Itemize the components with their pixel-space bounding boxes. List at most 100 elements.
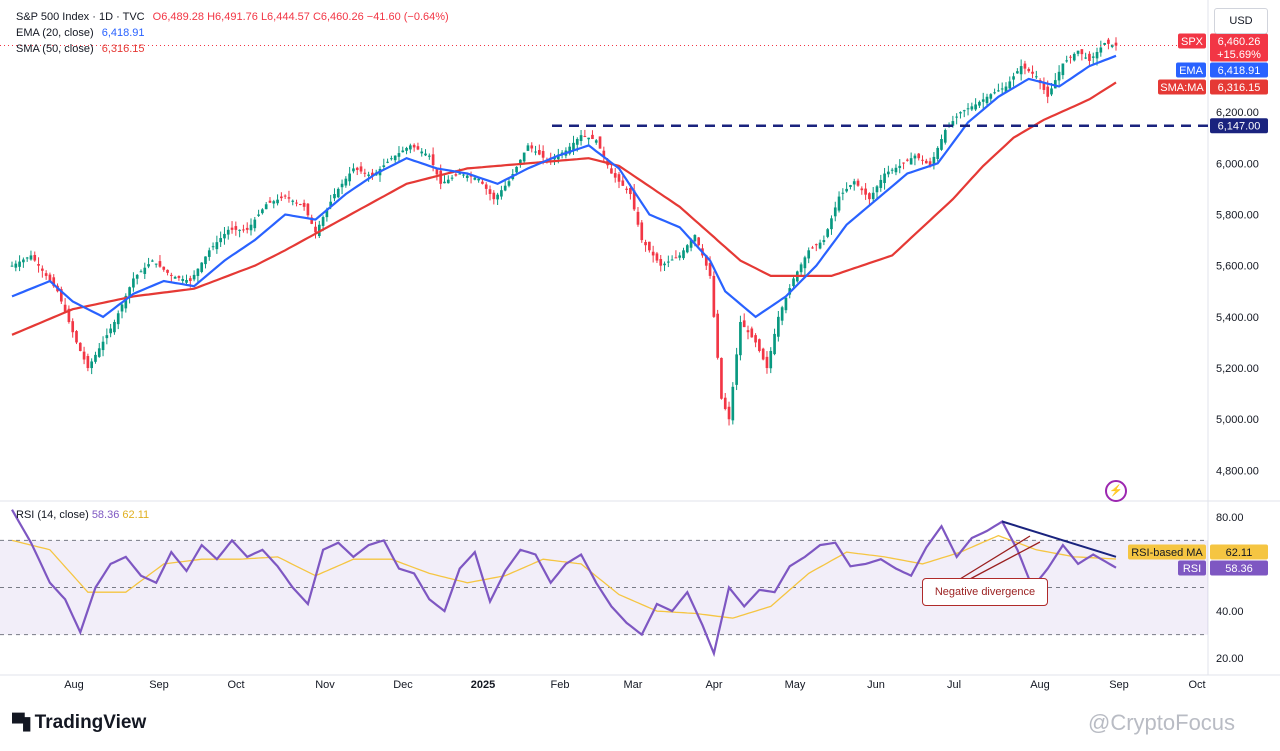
- candle[interactable]: [754, 333, 757, 348]
- candle[interactable]: [67, 305, 71, 324]
- candle[interactable]: [22, 257, 25, 268]
- candle[interactable]: [378, 166, 382, 182]
- candle[interactable]: [166, 269, 169, 276]
- candle[interactable]: [264, 202, 268, 210]
- candle[interactable]: [33, 251, 37, 262]
- candle[interactable]: [469, 171, 473, 184]
- candle[interactable]: [784, 295, 788, 314]
- candle[interactable]: [226, 226, 230, 240]
- candle[interactable]: [196, 268, 200, 283]
- candle[interactable]: [446, 175, 450, 184]
- candle[interactable]: [397, 146, 401, 163]
- candle[interactable]: [758, 338, 761, 353]
- candle[interactable]: [359, 162, 363, 174]
- candle[interactable]: [826, 228, 830, 239]
- candle[interactable]: [644, 239, 647, 252]
- candle[interactable]: [37, 257, 40, 273]
- currency-button[interactable]: USD: [1214, 8, 1268, 34]
- candle[interactable]: [147, 257, 150, 269]
- candle[interactable]: [234, 221, 238, 236]
- candle[interactable]: [344, 176, 348, 188]
- candle[interactable]: [887, 165, 890, 178]
- candle[interactable]: [526, 143, 530, 152]
- candle[interactable]: [636, 207, 640, 227]
- candle[interactable]: [507, 178, 511, 188]
- candle[interactable]: [1084, 52, 1087, 60]
- candle[interactable]: [735, 347, 738, 391]
- candle[interactable]: [298, 203, 302, 206]
- candle[interactable]: [90, 358, 94, 375]
- candle[interactable]: [864, 183, 867, 200]
- candle[interactable]: [215, 235, 219, 254]
- candle[interactable]: [553, 153, 556, 166]
- candle[interactable]: [1000, 82, 1004, 94]
- candle[interactable]: [314, 221, 317, 239]
- candle[interactable]: [94, 351, 97, 364]
- candle[interactable]: [746, 325, 750, 340]
- candle[interactable]: [568, 142, 572, 156]
- candle[interactable]: [769, 347, 773, 374]
- candle[interactable]: [1061, 63, 1065, 80]
- candle[interactable]: [921, 155, 924, 165]
- candle[interactable]: [602, 146, 606, 162]
- candle[interactable]: [158, 255, 162, 268]
- candle[interactable]: [97, 342, 101, 358]
- candle[interactable]: [105, 328, 109, 345]
- candle[interactable]: [401, 146, 405, 153]
- candle[interactable]: [917, 152, 921, 161]
- candle[interactable]: [291, 199, 295, 206]
- candle[interactable]: [1072, 52, 1076, 62]
- candle[interactable]: [1008, 76, 1012, 90]
- candle[interactable]: [71, 318, 75, 338]
- candle[interactable]: [219, 231, 222, 247]
- candle[interactable]: [405, 146, 408, 155]
- candle[interactable]: [223, 227, 226, 245]
- candle[interactable]: [610, 164, 613, 174]
- candle[interactable]: [44, 270, 48, 280]
- candle[interactable]: [962, 109, 966, 118]
- candle[interactable]: [268, 197, 272, 203]
- candle[interactable]: [1034, 70, 1038, 80]
- divergence-trendline[interactable]: [1001, 520, 1117, 558]
- candle[interactable]: [151, 259, 154, 262]
- candle[interactable]: [82, 346, 86, 365]
- candle[interactable]: [348, 166, 351, 186]
- candle[interactable]: [674, 250, 678, 259]
- candle[interactable]: [1012, 72, 1015, 87]
- candle[interactable]: [985, 93, 989, 107]
- candle[interactable]: [818, 239, 822, 250]
- candle[interactable]: [720, 357, 723, 400]
- candle[interactable]: [868, 192, 871, 206]
- candle[interactable]: [162, 266, 166, 272]
- candle[interactable]: [845, 182, 848, 193]
- candle[interactable]: [1088, 51, 1091, 67]
- candle[interactable]: [761, 347, 765, 361]
- candle[interactable]: [503, 179, 507, 192]
- candle[interactable]: [207, 247, 211, 261]
- candle[interactable]: [678, 252, 682, 261]
- candle[interactable]: [10, 261, 14, 267]
- candle[interactable]: [238, 229, 241, 238]
- candle[interactable]: [257, 209, 260, 217]
- candle[interactable]: [450, 174, 454, 181]
- candle[interactable]: [249, 218, 253, 236]
- candle[interactable]: [59, 286, 63, 305]
- candle[interactable]: [875, 185, 879, 199]
- candle[interactable]: [200, 262, 204, 274]
- candle[interactable]: [462, 173, 465, 178]
- candle[interactable]: [1016, 68, 1019, 74]
- candle[interactable]: [78, 342, 82, 352]
- candle[interactable]: [742, 313, 746, 328]
- candle[interactable]: [883, 167, 886, 190]
- candle[interactable]: [14, 260, 18, 272]
- candle[interactable]: [833, 201, 837, 222]
- candle[interactable]: [465, 173, 469, 182]
- candle[interactable]: [280, 192, 283, 201]
- candles[interactable]: [10, 37, 1118, 426]
- candle[interactable]: [666, 255, 670, 268]
- candle[interactable]: [780, 305, 784, 326]
- candle[interactable]: [116, 310, 120, 330]
- candle[interactable]: [261, 208, 264, 215]
- candle[interactable]: [716, 309, 719, 360]
- candle[interactable]: [500, 185, 503, 200]
